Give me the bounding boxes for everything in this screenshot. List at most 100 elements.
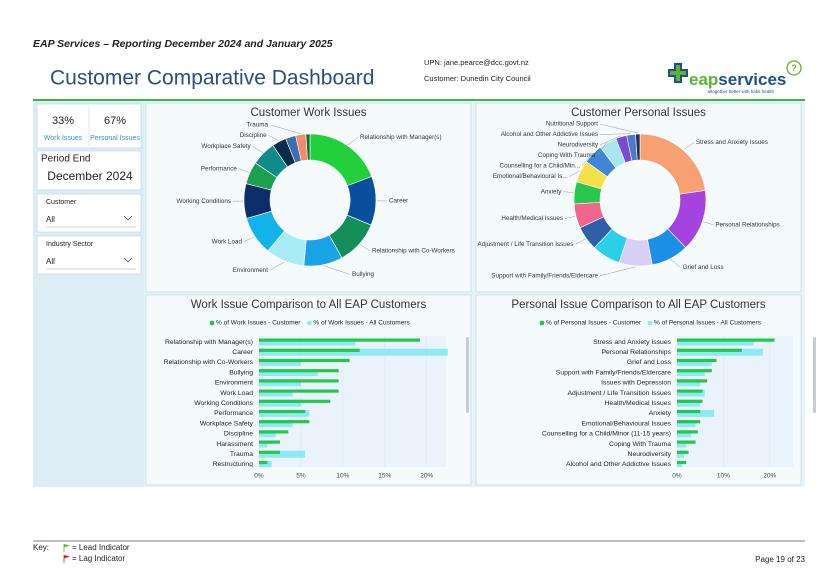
bar-customer bbox=[677, 409, 701, 414]
bar-customer bbox=[677, 460, 687, 465]
filter-value[interactable]: All bbox=[46, 257, 55, 266]
bar-all bbox=[259, 399, 301, 407]
doc-header: EAP Services – Reporting December 2024 a… bbox=[33, 38, 333, 50]
slice-label: Bullying bbox=[352, 271, 375, 278]
logo-prefix: eap bbox=[689, 70, 718, 89]
kpi-label: Personal Issues bbox=[90, 135, 140, 142]
category-label: Stress and Anxiety Issues bbox=[593, 339, 671, 346]
bar-customer bbox=[259, 399, 331, 403]
x-tick-label: 5% bbox=[296, 473, 306, 480]
leader-line bbox=[581, 153, 593, 167]
dropdown-chevron[interactable] bbox=[123, 215, 133, 221]
category-label: Neurodiversity bbox=[628, 451, 672, 458]
leader-line bbox=[268, 135, 279, 142]
category-label: Relationship with Manager(s) bbox=[165, 339, 253, 346]
slice-label: Coping With Trauma bbox=[538, 152, 596, 159]
logo-text: eapservices bbox=[689, 70, 786, 89]
slice-label: Discipline bbox=[240, 132, 267, 139]
legend-swatch bbox=[209, 320, 215, 326]
category-label: Alcohol and Other Addictive Issues bbox=[566, 461, 672, 468]
x-tick-label: 15% bbox=[378, 473, 391, 480]
slice-label: Grief and Loss bbox=[683, 264, 724, 271]
leader-line bbox=[599, 135, 622, 146]
logo-tagline: altogether better with habit health bbox=[707, 89, 774, 94]
bar-all bbox=[259, 440, 268, 448]
bar-customer bbox=[259, 389, 339, 393]
x-tick-label: 0% bbox=[254, 473, 264, 480]
category-label: Anxiety bbox=[649, 410, 672, 417]
scrollbar bbox=[813, 337, 816, 413]
bar-customer bbox=[259, 409, 306, 414]
x-tick-label: 20% bbox=[420, 473, 433, 480]
category-label: Issues with Depression bbox=[601, 380, 671, 387]
customer-filter[interactable]: Customer All bbox=[36, 193, 142, 233]
slice-label: Neurodiversity bbox=[558, 142, 599, 149]
legend-swatch bbox=[307, 320, 312, 326]
bar-all bbox=[677, 420, 696, 428]
bar-all bbox=[677, 450, 684, 458]
bar-all bbox=[677, 358, 712, 366]
category-label: Bullying bbox=[229, 369, 253, 376]
filter-value[interactable]: All bbox=[46, 215, 55, 224]
category-label: Personal Relationships bbox=[601, 349, 671, 356]
category-label: Performance bbox=[214, 410, 253, 417]
bar-all bbox=[677, 369, 705, 377]
industry-filter[interactable]: Industry Sector All bbox=[36, 235, 142, 275]
category-label: Environment bbox=[215, 380, 253, 387]
category-label: Grief and Loss bbox=[627, 359, 672, 366]
bar-all bbox=[677, 409, 715, 417]
bar-all bbox=[259, 369, 318, 377]
kpi-value: 33% bbox=[52, 115, 74, 127]
bar-all bbox=[259, 420, 293, 428]
slice-label: Nutritional Support bbox=[546, 121, 598, 128]
legend-swatch bbox=[647, 320, 653, 326]
dropdown-chevron[interactable] bbox=[123, 257, 133, 263]
key-label: Key: bbox=[33, 543, 49, 552]
slice-label: Work Load bbox=[212, 238, 243, 245]
bar-customer bbox=[259, 430, 289, 434]
period-card bbox=[36, 150, 142, 191]
category-label: Health/Medical Issues bbox=[605, 400, 672, 407]
category-label: Harassment bbox=[216, 441, 253, 448]
bar-customer bbox=[677, 440, 696, 444]
filter-card bbox=[36, 193, 142, 233]
bar-customer bbox=[259, 440, 280, 444]
leader-line bbox=[569, 170, 580, 177]
bar-customer bbox=[677, 338, 775, 342]
bar-customer bbox=[259, 348, 360, 352]
kpi-label: Work Issues bbox=[44, 135, 83, 142]
leader-line bbox=[599, 266, 636, 277]
category-label: Counselling for a Child/Minor (11-15 yea… bbox=[542, 431, 671, 438]
leader-line bbox=[563, 191, 574, 193]
bar-customer bbox=[259, 450, 280, 454]
bar-customer bbox=[677, 450, 689, 454]
bar-customer bbox=[259, 358, 350, 363]
help-icon[interactable]: ? bbox=[791, 63, 797, 73]
category-label: Coping With Trauma bbox=[609, 441, 671, 448]
lead-flag bbox=[63, 544, 70, 552]
slice-label: Environment bbox=[233, 267, 269, 274]
slice-label: Trauma bbox=[247, 121, 269, 128]
bar-all bbox=[677, 440, 687, 448]
slice-label: Health/Medical Issues bbox=[501, 215, 563, 222]
leader-line bbox=[599, 133, 631, 135]
slice-label: Career bbox=[389, 198, 408, 205]
slice-label: Working Conditions bbox=[177, 198, 231, 205]
customer-name: Customer: Dunedin City Council bbox=[424, 74, 531, 83]
slice-label: Stress and Anxiety Issues bbox=[696, 139, 768, 146]
leader-line bbox=[359, 244, 371, 251]
bar-customer bbox=[259, 460, 268, 465]
bar-all bbox=[259, 389, 293, 397]
leader-line bbox=[670, 259, 681, 268]
donut-slice bbox=[635, 133, 641, 161]
bar-customer bbox=[259, 379, 339, 383]
bar-customer bbox=[677, 420, 701, 424]
bar-customer bbox=[677, 369, 712, 373]
bar-all bbox=[677, 389, 705, 397]
leader-line bbox=[252, 146, 263, 153]
x-tick-label: 0% bbox=[672, 473, 682, 480]
help-button[interactable] bbox=[786, 60, 802, 76]
bar-customer bbox=[677, 399, 703, 403]
